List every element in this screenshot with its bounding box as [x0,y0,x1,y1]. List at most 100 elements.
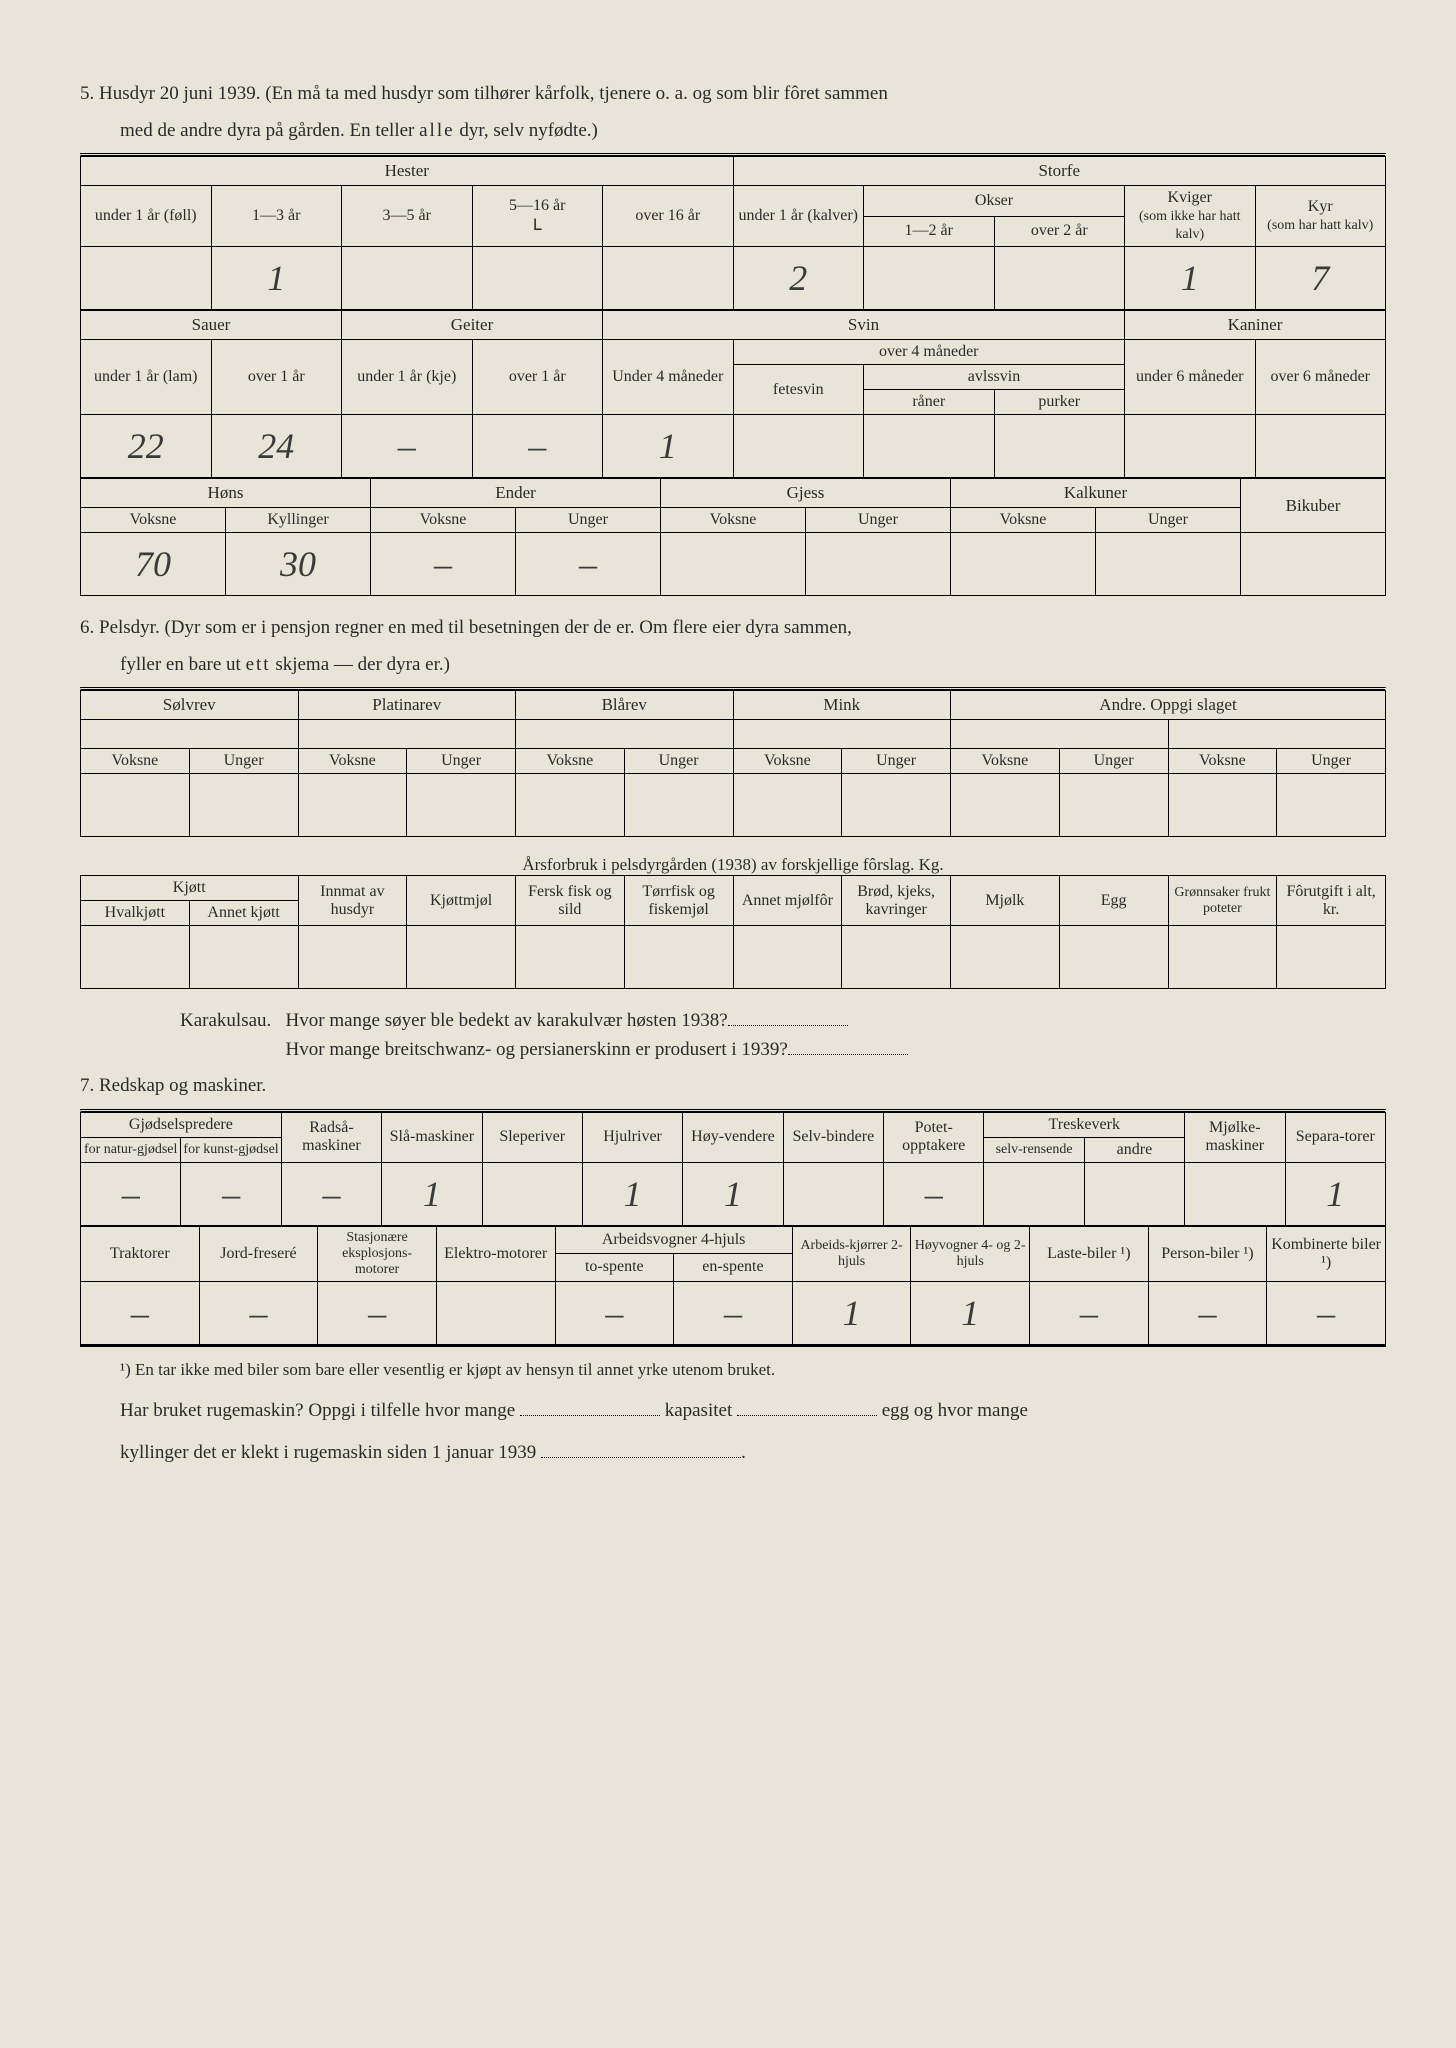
col-kanin-u6: under 6 måneder [1125,340,1256,415]
col-foll: under 1 år (føll) [81,186,212,247]
col: Hjulriver [582,1112,682,1162]
cell [733,774,842,837]
cell [1125,415,1256,478]
col-1-3: 1—3 år [211,186,342,247]
treske-header: Treskeverk [984,1112,1185,1137]
cell [733,415,864,478]
cell: – [1148,1281,1267,1344]
col: Grønnsaker frukt poteter [1168,876,1277,926]
cell: 1 [603,415,734,478]
col: Mjølke-maskiner [1185,1112,1285,1162]
cell [81,247,212,310]
sec7-text: Redskap og maskiner. [99,1075,266,1096]
cell [1059,774,1168,837]
table-arsforbruk: Kjøtt Innmat av husdyr Kjøttmjøl Fersk f… [80,875,1386,989]
cell [842,926,951,989]
cell: 22 [81,415,212,478]
gjess-header: Gjess [661,479,951,508]
solvrev-header: Sølvrev [81,691,299,720]
col: Egg [1059,876,1168,926]
col: Innmat av husdyr [298,876,407,926]
col: Unger [516,508,661,533]
cell: – [371,533,516,596]
col: Unger [842,749,951,774]
col: Brød, kjeks, kavringer [842,876,951,926]
section-7-heading: 7. Redskap og maskiner. [80,1072,1386,1101]
cell: 1 [683,1162,783,1225]
col: Voksne [1168,749,1277,774]
cell [783,1162,883,1225]
cell: – [884,1162,984,1225]
cell [994,415,1125,478]
table-redskap-1: Gjødselspredere Radså-maskiner Slå-maski… [80,1112,1386,1226]
col-over16: over 16 år [603,186,734,247]
col-over1-sau: over 1 år [211,340,342,415]
cell [1277,774,1386,837]
cell [951,926,1060,989]
cell: 1 [1125,247,1256,310]
cell [1277,926,1386,989]
ender-header: Ender [371,479,661,508]
cell: 70 [81,533,226,596]
andre-header: Andre. Oppgi slaget [951,691,1386,720]
col-3-5: 3—5 år [342,186,473,247]
cell [624,774,733,837]
blank-line [788,1040,908,1055]
karakul-block: Karakulsau. Hvor mange søyer ble bedekt … [80,1007,1386,1064]
table5-title: Årsforbruk i pelsdyrgården (1938) av for… [80,855,1386,875]
col: Slå-maskiner [382,1112,482,1162]
cell [436,1281,555,1344]
cell [842,774,951,837]
col: Voksne [81,749,190,774]
sec5-line1: Husdyr 20 juni 1939. (En må ta med husdy… [99,83,888,104]
col: Unger [189,749,298,774]
col: Voksne [516,749,625,774]
cell [864,415,995,478]
cell [298,774,407,837]
col: Voksne [298,749,407,774]
cell [1084,1162,1184,1225]
cell [994,247,1125,310]
cell: – [281,1162,381,1225]
col: Voksne [81,508,226,533]
col: Radså-maskiner [281,1112,381,1162]
col: to-spente [555,1254,674,1282]
col: en-spente [674,1254,793,1282]
cell: – [81,1281,200,1344]
col: Annet mjølfôr [733,876,842,926]
col: Hvalkjøtt [81,901,190,926]
col: andre [1084,1137,1184,1162]
cell [482,1162,582,1225]
cell: 1 [1285,1162,1386,1225]
cell: 24 [211,415,342,478]
col: Unger [407,749,516,774]
arbeid-header: Arbeidsvogner 4-hjuls [555,1226,792,1254]
col: Unger [624,749,733,774]
sec6-num: 6. [80,617,94,638]
col: Voksne [733,749,842,774]
cell [1168,926,1277,989]
table-pelsdyr: Sølvrev Platinarev Blårev Mink Andre. Op… [80,690,1386,837]
census-form-page: 5. Husdyr 20 juni 1939. (En må ta med hu… [0,0,1456,1522]
cell [1096,533,1241,596]
cell [516,926,625,989]
platinarev-header: Platinarev [298,691,516,720]
col: Arbeids-kjørrer 2-hjuls [792,1226,911,1281]
cell [951,774,1060,837]
col: Separa-torer [1285,1112,1386,1162]
section-6-line2: fyller en bare ut ett skjema — der dyra … [80,651,1386,680]
svin-header: Svin [603,311,1125,340]
section-6-heading: 6. Pelsdyr. (Dyr som er i pensjon regner… [80,614,1386,643]
cell [342,247,473,310]
col: selv-rensende [984,1137,1084,1162]
cell [951,533,1096,596]
cell [472,247,603,310]
col-kviger: Kviger(som ikke har hatt kalv) [1125,186,1256,247]
cell: 2 [733,247,864,310]
col: Traktorer [81,1226,200,1281]
col: for kunst-gjødsel [181,1137,281,1162]
cell: 30 [226,533,371,596]
col: Kjøttmjøl [407,876,516,926]
cell [1059,926,1168,989]
footnote: ¹) En tar ikke med biler som bare eller … [80,1357,1386,1383]
